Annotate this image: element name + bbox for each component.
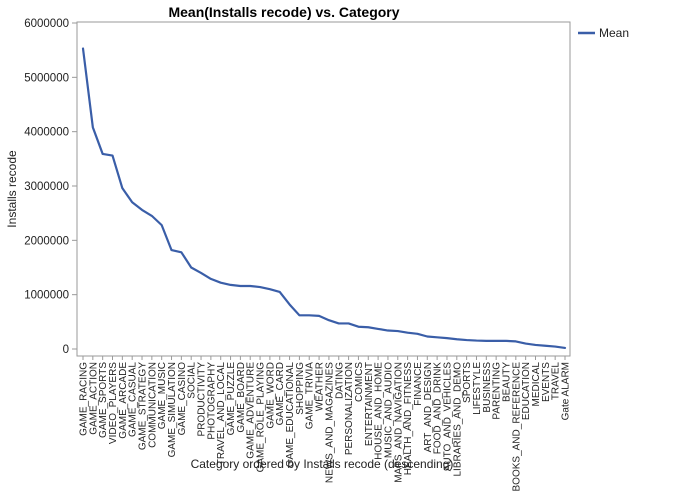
x-tick-label: GAME_ADVENTURE: [246, 362, 257, 459]
x-tick-label: TRAVEL_AND_LOCAL: [216, 362, 227, 466]
x-tick-label: GAME_SPORTS: [98, 362, 109, 438]
x-tick-label: DATING: [334, 362, 345, 399]
x-tick-label: BUSINESS: [482, 362, 493, 413]
y-tick-label: 0: [63, 344, 69, 356]
x-tick-label: COMICS: [354, 362, 365, 402]
x-tick-label: GAME_STRATEGY: [138, 362, 149, 450]
series-layer: [81, 47, 567, 350]
y-tick-label: 1000000: [24, 290, 69, 302]
x-tick-label: MEDICAL: [531, 362, 542, 407]
x-tick-label: GAME_CASINO: [177, 362, 188, 436]
x-tick-label: COMMUNICATION: [147, 362, 158, 448]
x-tick-label: WEATHER: [315, 362, 326, 411]
x-tick-label: MAPS_AND_NAVIGATION: [393, 362, 404, 483]
x-tick-label: FINANCE: [413, 362, 424, 406]
y-axis-label: Installs recode: [5, 150, 19, 228]
x-tick-label: VIDEO_PLAYERS: [108, 362, 119, 444]
chart-title: Mean(Installs recode) vs. Category: [168, 4, 399, 20]
x-tick-label: GAME_BOARD: [236, 362, 247, 433]
x-tick-label: LIFESTYLE: [472, 362, 483, 415]
y-tick-label: 5000000: [24, 72, 69, 84]
x-tick-label: PARENTING: [492, 362, 503, 420]
legend[interactable]: Mean: [578, 26, 629, 40]
x-axis-label: Category ordered by Installs recode (des…: [191, 457, 454, 471]
x-tick-label: AUTO_AND_VEHICLES: [442, 362, 453, 472]
x-tick-label: GAME_CASUAL: [128, 362, 139, 437]
x-tick-label: GAME_RACING: [79, 362, 90, 436]
x-tick-label: SPORTS: [462, 362, 473, 403]
x-axis: GAME_RACINGGAME_ACTIONGAME_SPORTSVIDEO_P…: [79, 356, 572, 491]
y-tick-label: 6000000: [24, 18, 69, 30]
x-tick-label: ART_AND_DESIGN: [423, 362, 434, 452]
series-line-mean[interactable]: [81, 47, 567, 350]
x-tick-label: GAME_CARD: [275, 362, 286, 425]
x-tick-label: LIBRARIES_AND_DEMO: [452, 362, 463, 477]
x-tick-label: PERSONALIZATION: [344, 362, 355, 455]
x-tick-label: SOCIAL: [187, 362, 198, 399]
x-tick-label: BEAUTY: [501, 362, 512, 402]
x-tick-label: GAME_TRIVIA: [305, 362, 316, 430]
y-tick-label: 4000000: [24, 127, 69, 139]
x-tick-label: Gate ALARM: [561, 362, 572, 420]
x-tick-label: TRAVEL: [551, 362, 562, 401]
x-tick-label: SHOPPING: [295, 362, 306, 415]
y-tick-label: 3000000: [24, 181, 69, 193]
x-tick-label: GAME_SIMULATION: [167, 362, 178, 457]
legend-label-mean: Mean: [599, 26, 629, 40]
x-tick-label: GAME_EDUCATIONAL: [285, 362, 296, 468]
x-tick-label: GAME_ROLE_PLAYING: [256, 362, 267, 473]
x-tick-label: GAME_ACTION: [88, 362, 99, 435]
x-tick-label: MUSIC_AND_AUDIO: [383, 362, 394, 458]
x-tick-label: FOOD_AND_DRINK: [433, 362, 444, 455]
x-tick-label: GAME_ARCADE: [118, 362, 129, 439]
x-tick-label: GAME_MUSIC: [157, 362, 168, 429]
x-tick-label: HEALTH_AND_FITNESS: [403, 362, 414, 476]
x-tick-label: GAME_WORD: [265, 362, 276, 429]
x-tick-label: EVENTS: [541, 362, 552, 402]
x-tick-label: EDUCATION: [521, 362, 532, 420]
x-tick-label: HOUSE_AND_HOME: [374, 362, 385, 460]
x-tick-label: GAME_PUZZLE: [226, 362, 237, 436]
x-tick-label: ENTERTAINMENT: [364, 362, 375, 446]
x-tick-label: PHOTOGRAPHY: [206, 362, 217, 440]
y-tick-label: 2000000: [24, 235, 69, 247]
y-axis: 0 1000000 2000000 3000000 4000000 5000000 6000…: [24, 18, 77, 356]
plot-area: [76, 21, 571, 357]
x-tick-label: BOOKS_AND_REFERENCE: [511, 362, 522, 492]
x-tick-label: NEWS_AND_MAGAZINES: [324, 362, 335, 483]
x-tick-label: PRODUCTIVITY: [197, 362, 208, 437]
